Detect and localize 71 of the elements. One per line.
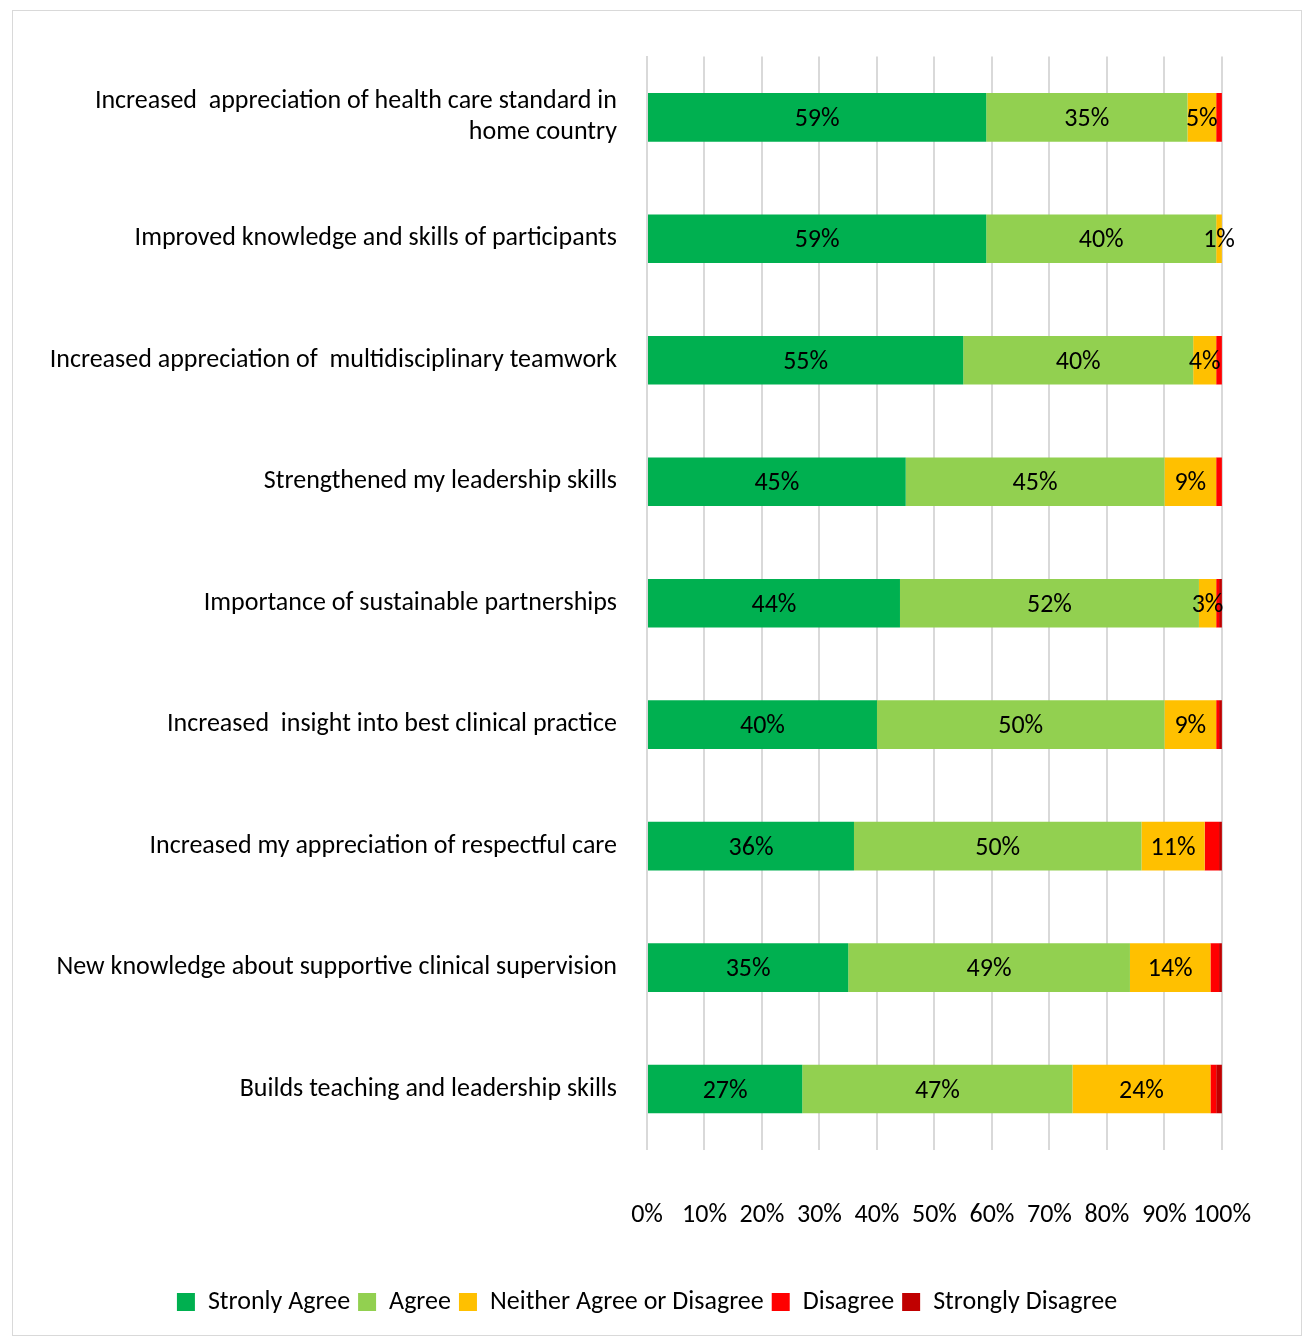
y-tick-label: Increased insight into best clinical practice bbox=[166, 706, 617, 739]
y-tick-label: Increased appreciation of multidisciplinary teamwork bbox=[49, 341, 618, 374]
bar bbox=[648, 335, 964, 385]
legend-label: Neither Agree or Disagree bbox=[489, 1283, 764, 1316]
x-tick-label: 30% bbox=[797, 1196, 842, 1229]
bar bbox=[648, 578, 900, 628]
data-label: 50% bbox=[998, 708, 1044, 741]
legend-label: Stronly Agree bbox=[207, 1283, 351, 1316]
y-tick-label: Importance of sustainable partnerships bbox=[203, 584, 617, 617]
data-label: 50% bbox=[975, 829, 1021, 862]
data-label: 9% bbox=[1174, 465, 1207, 498]
x-tick-label: 50% bbox=[911, 1196, 957, 1229]
bar bbox=[648, 457, 906, 507]
data-label: 24% bbox=[1118, 1072, 1164, 1105]
x-tick-label: 10% bbox=[682, 1196, 727, 1229]
x-tick-label: 20% bbox=[739, 1196, 785, 1229]
data-label: 59% bbox=[794, 100, 840, 133]
x-tick-label: 70% bbox=[1026, 1196, 1072, 1229]
data-label: 36% bbox=[728, 829, 774, 862]
data-label: 40% bbox=[740, 708, 785, 741]
bar bbox=[1072, 1064, 1211, 1114]
data-label: 45% bbox=[754, 465, 800, 498]
data-label: 40% bbox=[1055, 343, 1101, 376]
data-label: 59% bbox=[794, 222, 840, 255]
data-label: 14% bbox=[1147, 951, 1193, 984]
bar bbox=[648, 93, 987, 142]
legend-label: Disagree bbox=[802, 1283, 895, 1316]
y-tick-label: Increased my appreciation of respectful care bbox=[149, 827, 617, 860]
bar bbox=[648, 821, 854, 871]
bar bbox=[1164, 457, 1217, 507]
bar bbox=[876, 700, 1165, 749]
data-label: 27% bbox=[702, 1072, 748, 1105]
x-tick-label: 100% bbox=[1192, 1196, 1251, 1229]
data-label: 49% bbox=[966, 951, 1012, 984]
bar bbox=[1129, 943, 1211, 992]
data-label: 9% bbox=[1174, 708, 1207, 741]
bar bbox=[1204, 821, 1220, 871]
legend-label: Agree bbox=[389, 1283, 451, 1316]
data-label: 47% bbox=[914, 1072, 960, 1105]
bar bbox=[986, 93, 1188, 142]
bar bbox=[905, 457, 1165, 507]
bar bbox=[1210, 1064, 1217, 1114]
data-label: 44% bbox=[751, 586, 797, 619]
y-tick-label: Improved knowledge and skills of participants bbox=[134, 220, 617, 253]
bar bbox=[853, 821, 1142, 871]
data-label: 40% bbox=[1078, 222, 1124, 255]
data-label: 45% bbox=[1012, 465, 1058, 498]
data-label: 35% bbox=[725, 951, 771, 984]
bar bbox=[848, 943, 1130, 992]
data-label: 35% bbox=[1064, 100, 1110, 133]
x-tick-label: 40% bbox=[854, 1196, 900, 1229]
y-tick-label: Builds teaching and leadership skills bbox=[239, 1070, 617, 1103]
legend-label: Strongly Disagree bbox=[933, 1283, 1118, 1316]
data-label: 52% bbox=[1026, 586, 1072, 619]
data-label: 55% bbox=[783, 343, 829, 376]
bar bbox=[648, 943, 849, 992]
x-tick-label: 80% bbox=[1084, 1196, 1130, 1229]
x-tick-label: 90% bbox=[1141, 1196, 1187, 1229]
bar bbox=[1164, 700, 1217, 749]
x-tick-label: 60% bbox=[969, 1196, 1015, 1229]
data-label: 5% bbox=[1185, 100, 1218, 133]
y-tick-label: Increased appreciation of health care standard in home country bbox=[94, 83, 618, 147]
bar bbox=[648, 1064, 803, 1114]
bar bbox=[802, 1064, 1073, 1114]
bar bbox=[1210, 943, 1220, 992]
bar bbox=[648, 700, 877, 749]
data-label: 11% bbox=[1150, 829, 1196, 862]
x-tick-label: 0% bbox=[631, 1196, 663, 1229]
y-tick-label: New knowledge about supportive clinical supervision bbox=[56, 949, 617, 982]
bar bbox=[648, 214, 987, 264]
y-tick-label: Strengthened my leadership skills bbox=[263, 463, 617, 496]
